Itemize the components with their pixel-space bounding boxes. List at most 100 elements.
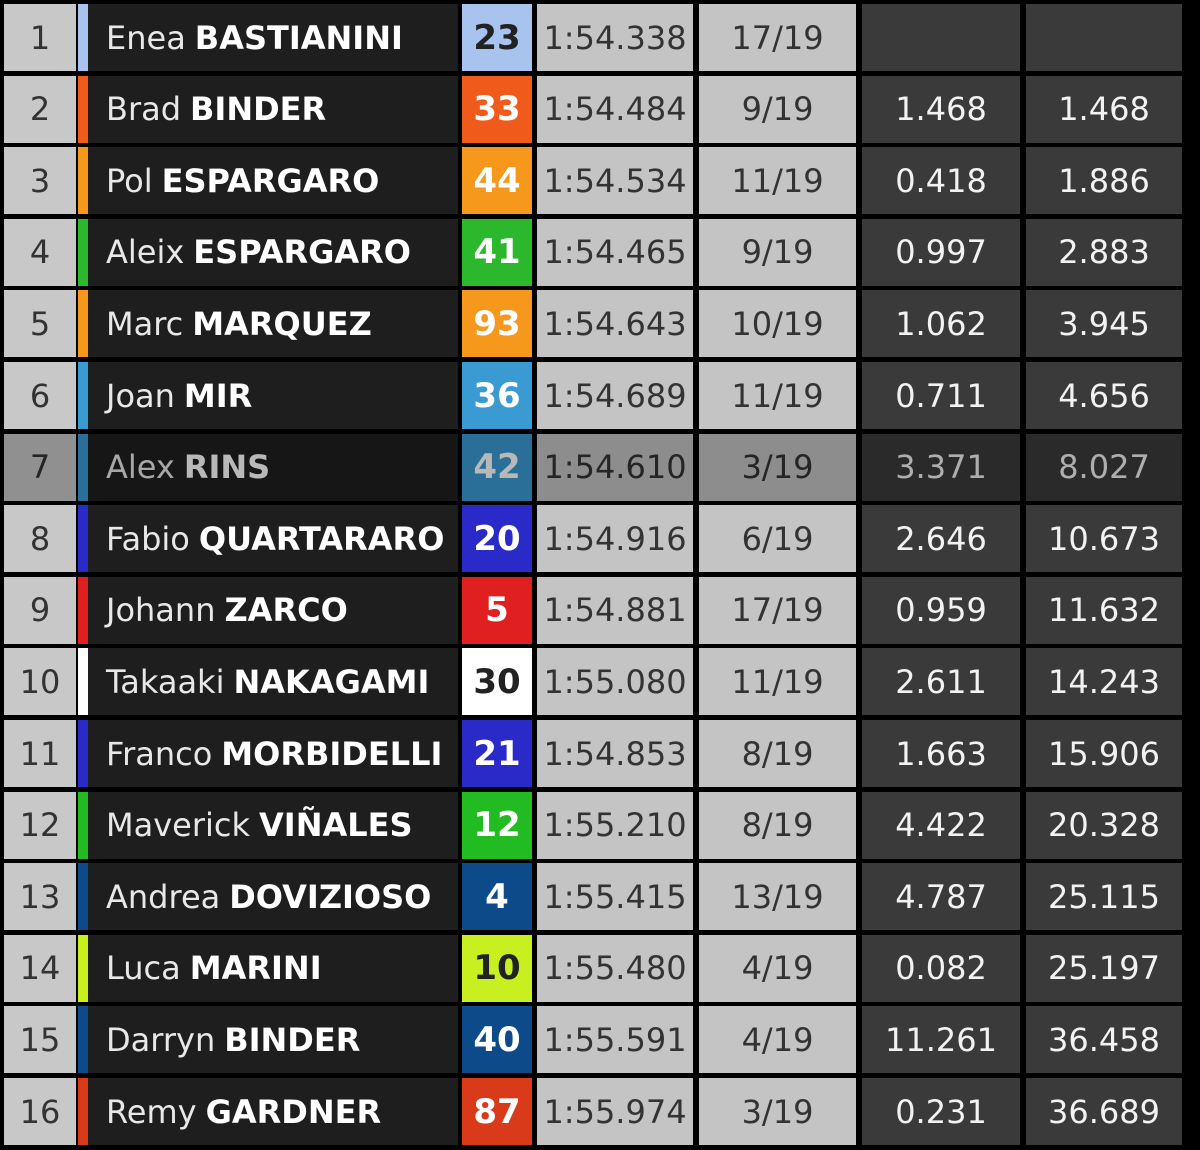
gap-previous: 0.418 — [862, 147, 1020, 215]
rider-name: Marc MARQUEZ — [88, 290, 458, 358]
lap: 17/19 — [699, 576, 856, 644]
gap-leader: 36.458 — [1026, 1006, 1182, 1074]
gap-previous: 4.787 — [862, 863, 1020, 931]
best-lap-time: 1:54.610 — [537, 433, 693, 501]
last-name: ZARCO — [224, 591, 348, 630]
position: 9 — [4, 576, 76, 644]
position: 10 — [4, 648, 76, 716]
gap-previous: 11.261 — [862, 1006, 1020, 1074]
last-name: RINS — [183, 448, 271, 487]
lap: 17/19 — [699, 4, 856, 71]
rider-number: 30 — [462, 648, 532, 716]
gap-previous: 0.231 — [862, 1078, 1020, 1145]
last-name: MORBIDELLI — [221, 734, 443, 773]
best-lap-time: 1:54.338 — [537, 4, 693, 71]
result-row: 12 Maverick VIÑALES 12 1:55.210 8/19 4.422 20.3… — [0, 791, 1200, 859]
last-name: BINDER — [190, 90, 327, 129]
best-lap-time: 1:55.210 — [537, 791, 693, 859]
best-lap-time: 1:54.534 — [537, 147, 693, 215]
team-stripe — [78, 648, 88, 716]
best-lap-time: 1:55.974 — [537, 1078, 693, 1145]
first-name: Darryn — [106, 1020, 216, 1059]
rider-number: 12 — [462, 791, 532, 859]
rider-name: Luca MARINI — [88, 934, 458, 1002]
team-stripe — [78, 934, 88, 1002]
gap-leader: 1.468 — [1026, 75, 1182, 143]
result-row: 9 Johann ZARCO 5 1:54.881 17/19 0.959 11.632 — [0, 576, 1200, 644]
position: 8 — [4, 505, 76, 573]
best-lap-time: 1:54.916 — [537, 505, 693, 573]
gap-previous: 0.711 — [862, 362, 1020, 429]
first-name: Brad — [106, 90, 182, 129]
gap-previous: 3.371 — [862, 433, 1020, 501]
rider-number: 41 — [462, 218, 532, 286]
last-name: BINDER — [224, 1020, 361, 1059]
first-name: Alex — [106, 448, 175, 487]
rider-number: 33 — [462, 75, 532, 143]
first-name: Franco — [106, 734, 213, 773]
gap-leader: 11.632 — [1026, 576, 1182, 644]
lap: 3/19 — [699, 1078, 856, 1145]
first-name: Luca — [106, 949, 181, 988]
gap-leader — [1026, 4, 1182, 71]
first-name: Joan — [106, 376, 175, 415]
result-row: 13 Andrea DOVIZIOSO 4 1:55.415 13/19 4.787 25.1… — [0, 863, 1200, 931]
rider-number: 40 — [462, 1006, 532, 1074]
best-lap-time: 1:54.465 — [537, 218, 693, 286]
rider-name: Franco MORBIDELLI — [88, 720, 458, 787]
position: 11 — [4, 720, 76, 787]
rider-name: Takaaki NAKAGAMI — [88, 648, 458, 716]
team-stripe — [78, 290, 88, 358]
gap-leader: 25.115 — [1026, 863, 1182, 931]
first-name: Takaaki — [106, 662, 225, 701]
lap: 3/19 — [699, 433, 856, 501]
gap-previous: 0.959 — [862, 576, 1020, 644]
rider-name: Alex RINS — [88, 433, 458, 501]
rider-name: Brad BINDER — [88, 75, 458, 143]
last-name: DOVIZIOSO — [229, 877, 432, 916]
gap-leader: 2.883 — [1026, 218, 1182, 286]
lap: 11/19 — [699, 147, 856, 215]
best-lap-time: 1:55.415 — [537, 863, 693, 931]
gap-previous — [862, 4, 1020, 71]
first-name: Johann — [106, 591, 216, 630]
gap-leader: 1.886 — [1026, 147, 1182, 215]
rider-name: Johann ZARCO — [88, 576, 458, 644]
gap-leader: 10.673 — [1026, 505, 1182, 573]
team-stripe — [78, 147, 88, 215]
rider-number: 36 — [462, 362, 532, 429]
best-lap-time: 1:54.484 — [537, 75, 693, 143]
gap-leader: 14.243 — [1026, 648, 1182, 716]
gap-previous: 2.646 — [862, 505, 1020, 573]
result-row: 15 Darryn BINDER 40 1:55.591 4/19 11.261 36.458 — [0, 1006, 1200, 1074]
team-stripe — [78, 720, 88, 787]
position: 13 — [4, 863, 76, 931]
position: 4 — [4, 218, 76, 286]
team-stripe — [78, 791, 88, 859]
best-lap-time: 1:54.689 — [537, 362, 693, 429]
gap-leader: 8.027 — [1026, 433, 1182, 501]
first-name: Marc — [106, 304, 184, 343]
last-name: ESPARGARO — [193, 233, 411, 272]
last-name: VIÑALES — [259, 806, 413, 845]
last-name: BASTIANINI — [194, 18, 403, 57]
gap-previous: 2.611 — [862, 648, 1020, 716]
last-name: NAKAGAMI — [233, 662, 430, 701]
team-stripe — [78, 433, 88, 501]
rider-name: Fabio QUARTARARO — [88, 505, 458, 573]
lap: 9/19 — [699, 75, 856, 143]
position: 12 — [4, 791, 76, 859]
gap-previous: 0.082 — [862, 934, 1020, 1002]
last-name: ESPARGARO — [161, 161, 380, 200]
rider-number: 44 — [462, 147, 532, 215]
first-name: Enea — [106, 18, 186, 57]
result-row: 14 Luca MARINI 10 1:55.480 4/19 0.082 25.197 — [0, 934, 1200, 1002]
team-stripe — [78, 218, 88, 286]
result-row: 3 Pol ESPARGARO 44 1:54.534 11/19 0.418 1.886 — [0, 147, 1200, 215]
first-name: Fabio — [106, 519, 190, 558]
first-name: Andrea — [106, 877, 221, 916]
rider-number: 10 — [462, 934, 532, 1002]
result-row: 16 Remy GARDNER 87 1:55.974 3/19 0.231 36.689 — [0, 1078, 1200, 1145]
lap: 8/19 — [699, 791, 856, 859]
